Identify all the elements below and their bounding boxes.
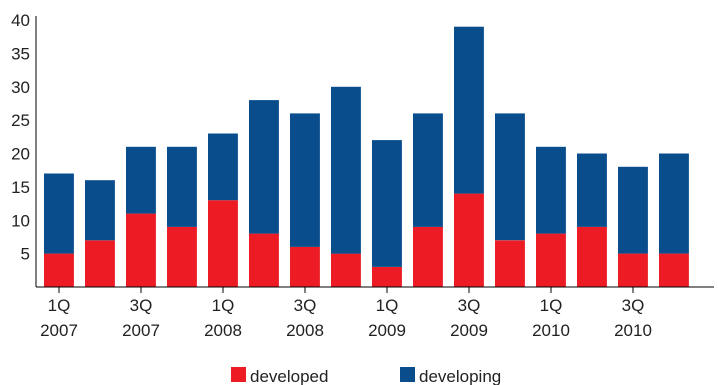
- bar-developed-11: [495, 240, 525, 287]
- bar-developed-1: [85, 240, 115, 287]
- y-tick-label: 10: [11, 211, 30, 230]
- bar-developing-4: [208, 133, 238, 201]
- bar-developed-3: [167, 226, 197, 287]
- bar-developing-3: [167, 146, 197, 227]
- bar-developing-7: [331, 86, 361, 254]
- legend-label-developing: developing: [419, 367, 501, 385]
- y-tick-label: 40: [11, 11, 30, 30]
- x-tick-label-quarter: 1Q: [48, 296, 71, 315]
- x-tick-label-year: 2008: [204, 321, 242, 340]
- x-tick-label-quarter: 1Q: [212, 296, 235, 315]
- bar-developing-12: [536, 146, 566, 234]
- bar-developed-7: [331, 253, 361, 287]
- y-tick-label: 35: [11, 44, 30, 63]
- y-tick-label: 30: [11, 78, 30, 97]
- bar-developing-1: [85, 180, 115, 241]
- bar-developed-5: [249, 233, 279, 287]
- y-tick-label: 5: [21, 245, 30, 264]
- bar-developing-10: [454, 26, 484, 194]
- x-tick-label-quarter: 3Q: [294, 296, 317, 315]
- x-tick-label-year: 2010: [532, 321, 570, 340]
- bar-developed-8: [372, 267, 402, 287]
- x-tick-label-year: 2009: [450, 321, 488, 340]
- bar-developing-0: [44, 173, 74, 254]
- bar-developing-6: [290, 113, 320, 247]
- x-tick-label-quarter: 1Q: [540, 296, 563, 315]
- bar-developing-5: [249, 100, 279, 234]
- bar-developing-14: [618, 166, 648, 254]
- bar-developing-2: [126, 146, 156, 214]
- bar-developing-11: [495, 113, 525, 241]
- bar-developed-12: [536, 233, 566, 287]
- bar-developed-2: [126, 213, 156, 287]
- bar-developing-15: [659, 153, 689, 254]
- y-tick-label: 15: [11, 178, 30, 197]
- x-tick-label-year: 2010: [614, 321, 652, 340]
- bar-developed-13: [577, 226, 607, 287]
- x-tick-label-year: 2007: [40, 321, 78, 340]
- x-tick-label-quarter: 3Q: [622, 296, 645, 315]
- x-tick-label-year: 2008: [286, 321, 324, 340]
- x-tick-label-quarter: 1Q: [376, 296, 399, 315]
- bar-developing-13: [577, 153, 607, 227]
- y-tick-label: 25: [11, 111, 30, 130]
- bar-developing-8: [372, 140, 402, 267]
- bar-developing-9: [413, 113, 443, 227]
- bar-developed-15: [659, 253, 689, 287]
- legend-label-developed: developed: [250, 367, 328, 385]
- bars-group: [44, 26, 689, 287]
- bar-developed-9: [413, 226, 443, 287]
- legend: developed developing: [231, 367, 501, 385]
- bar-developed-10: [454, 193, 484, 287]
- y-tick-label: 20: [11, 145, 30, 164]
- legend-swatch-developed: [231, 367, 246, 382]
- x-tick-label-quarter: 3Q: [458, 296, 481, 315]
- bar-developed-6: [290, 246, 320, 287]
- y-axis-ticks: 5 10 15 20 25 30 35 40: [11, 11, 30, 264]
- bar-developed-14: [618, 253, 648, 287]
- x-tick-label-year: 2007: [122, 321, 160, 340]
- x-axis-ticks: 1Q 2007 3Q 2007 1Q 2008 3Q 2008 1Q 2009 3Q 2009 1Q 20…: [40, 287, 652, 340]
- x-tick-label-quarter: 3Q: [130, 296, 153, 315]
- bar-developed-4: [208, 200, 238, 287]
- legend-swatch-developing: [400, 367, 415, 382]
- bar-developed-0: [44, 253, 74, 287]
- x-tick-label-year: 2009: [368, 321, 406, 340]
